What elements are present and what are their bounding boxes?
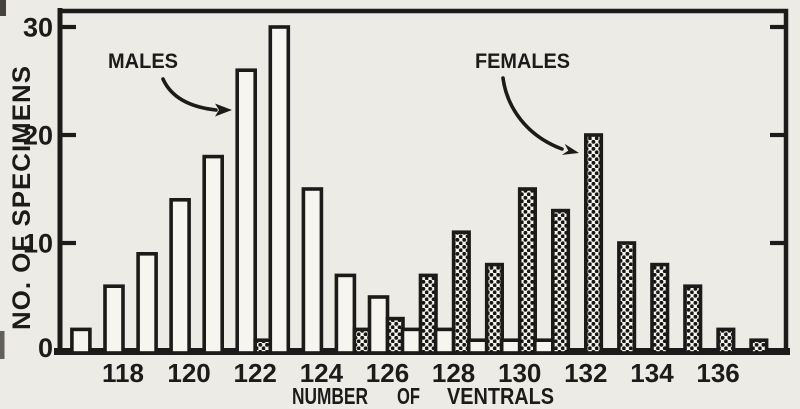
female-bar-134 <box>650 262 670 355</box>
x-axis-title-word-3: VENTRALS <box>447 383 554 409</box>
x-tick-label-118: 118 <box>102 358 144 388</box>
female-bar-125 <box>352 327 372 355</box>
x-tick-label-120: 120 <box>167 358 210 388</box>
scan-artifact-top-left <box>0 0 6 16</box>
male-bar-130 <box>499 338 522 355</box>
male-bar-127 <box>400 327 423 355</box>
female-bar-126 <box>385 316 405 355</box>
male-bar-121 <box>202 154 224 355</box>
female-bar-136 <box>716 327 736 355</box>
female-bar-127 <box>418 273 438 355</box>
x-tick-label-124: 124 <box>300 358 344 388</box>
males-arrow <box>161 77 218 112</box>
male-bar-129 <box>466 338 489 355</box>
x-tick-label-132: 132 <box>564 358 607 388</box>
females-arrowhead <box>561 143 579 155</box>
x-tick-label-126: 126 <box>366 358 409 388</box>
y-tick-label-20: 20 <box>23 121 53 151</box>
female-bar-129 <box>484 262 505 355</box>
axis-ticks-group <box>60 24 786 246</box>
male-bar-126 <box>367 295 390 355</box>
female-bar-135 <box>683 284 703 355</box>
y-tick-label-0: 0 <box>38 333 53 363</box>
x-tick-label-130: 130 <box>498 358 541 388</box>
female-bar-128 <box>451 230 471 355</box>
x-axis-title: NUMBER OF VENTRALS <box>292 383 554 409</box>
x-tick-label-134: 134 <box>630 358 674 388</box>
tick-labels-group: 0 10 20 30 118 120 122 124 126 128 130 132 134 136 <box>23 13 740 389</box>
male-bar-128 <box>433 327 456 355</box>
x-tick-label-136: 136 <box>696 358 739 388</box>
male-bar-123 <box>268 25 291 355</box>
x-tick-label-128: 128 <box>432 358 475 388</box>
female-bar-133 <box>617 241 637 355</box>
female-bar-131 <box>550 208 571 355</box>
females-arrow <box>501 76 564 151</box>
male-bar-120 <box>169 198 191 355</box>
female-bar-122 <box>253 338 273 355</box>
male-bar-119 <box>136 252 158 355</box>
male-bar-131 <box>532 338 555 355</box>
x-tick-label-122: 122 <box>234 358 277 388</box>
male-bar-118 <box>103 284 125 355</box>
y-axis-title: NO. OF SPECIMENS <box>8 65 36 330</box>
females-label: FEMALES <box>475 50 570 73</box>
x-axis-title-word-1: NUMBER <box>292 383 368 409</box>
male-bar-124 <box>301 187 324 355</box>
bars-group <box>70 25 769 355</box>
male-bar-122 <box>235 68 257 355</box>
male-bar-125 <box>334 273 357 355</box>
males-arrowhead <box>215 103 232 117</box>
female-bar-130 <box>517 187 538 355</box>
y-tick-label-30: 30 <box>23 13 53 43</box>
x-axis-title-word-2: OF <box>397 383 420 409</box>
males-annotation: MALES <box>108 50 232 117</box>
male-bar-117 <box>70 327 92 355</box>
y-tick-label-10: 10 <box>23 229 53 259</box>
female-bar-132 <box>583 133 604 355</box>
males-label: MALES <box>108 50 178 73</box>
scan-artifact-left <box>0 331 5 359</box>
females-annotation: FEMALES <box>475 50 579 155</box>
female-bar-137 <box>749 338 769 355</box>
